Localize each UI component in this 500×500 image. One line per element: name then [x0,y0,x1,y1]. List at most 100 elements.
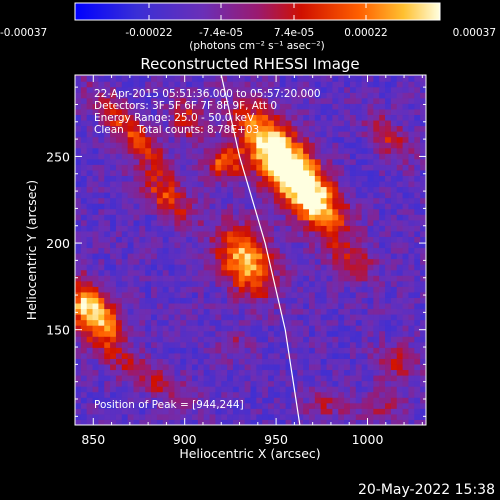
heatmap-cell [268,258,275,265]
heatmap-cell [174,253,181,260]
heatmap-cell [227,369,234,376]
heatmap-cell [414,308,421,315]
heatmap-cell [349,247,357,254]
heatmap-cell [98,242,105,249]
heatmap-cell [139,219,146,226]
heatmap-cell [110,413,117,420]
heatmap-cell [414,103,421,110]
heatmap-cell [92,208,99,215]
heatmap-cell [115,120,123,127]
heatmap-cell [186,114,193,121]
heatmap-cell [192,297,199,304]
heatmap-cell [232,319,240,326]
heatmap-cell [355,297,363,304]
heatmap-cell [367,419,374,425]
heatmap-cell [197,297,205,304]
heatmap-cell [338,147,345,154]
heatmap-cell [250,225,257,232]
heatmap-cell [373,153,380,160]
heatmap-cell [221,120,228,127]
heatmap-cell [273,319,281,326]
heatmap-cell [110,358,117,365]
heatmap-cell [367,253,374,260]
heatmap-cell [80,375,88,382]
heatmap-cell [186,103,193,110]
heatmap-cell [127,75,134,82]
heatmap-cell [209,369,216,376]
heatmap-cell [367,236,374,243]
heatmap-cell [273,236,281,243]
heatmap-cell [162,291,170,298]
heatmap-cell [390,236,398,243]
heatmap-cell [414,364,421,371]
heatmap-cell [291,120,298,127]
heatmap-cell [110,341,117,348]
heatmap-cell [367,75,374,82]
heatmap-cell [151,114,158,121]
heatmap-cell [168,408,175,415]
heatmap-cell [115,136,123,143]
heatmap-cell [197,186,205,193]
heatmap-cell [215,375,222,382]
heatmap-cell [344,125,351,132]
colorbar [74,2,441,21]
heatmap-cell [162,303,170,310]
heatmap-cell [86,197,94,204]
heatmap-cell [279,175,287,182]
heatmap-cell [127,297,134,304]
heatmap-cell [373,125,380,132]
heatmap-cell [115,419,123,425]
heatmap-cell [197,330,205,337]
heatmap-cell [349,308,357,315]
heatmap-cell [92,413,99,420]
heatmap-cell [396,103,404,110]
heatmap-cell [379,402,386,409]
heatmap-cell [414,108,421,116]
heatmap-cell [115,164,123,171]
heatmap-cell [75,197,82,204]
heatmap-cell [139,341,146,348]
heatmap-cell [390,81,398,88]
heatmap-cell [379,175,386,182]
heatmap-cell [402,236,409,243]
heatmap-cell [320,280,328,287]
heatmap-cell [390,169,398,176]
heatmap-cell [402,186,409,193]
heatmap-cell [367,358,374,365]
heatmap-cell [133,253,140,260]
heatmap-cell [250,358,257,365]
heatmap-cell [396,86,404,93]
heatmap-cell [408,297,415,304]
heatmap-cell [227,264,234,271]
heatmap-cell [256,375,263,382]
heatmap-cell [279,303,287,310]
heatmap-cell [121,214,129,221]
heatmap-cell [285,225,292,232]
heatmap-cell [127,319,134,326]
heatmap-cell [86,225,94,232]
heatmap-cell [203,247,211,254]
heatmap-cell [174,186,181,193]
heatmap-cell [192,352,199,359]
heatmap-cell [414,247,421,254]
heatmap-cell [127,225,134,232]
heatmap-cell [256,314,263,321]
heatmap-cell [197,219,205,226]
heatmap-cell [121,297,129,304]
heatmap-cell [349,136,357,143]
heatmap-cell [127,397,134,404]
heatmap-cell [262,164,269,171]
heatmap-cell [361,208,368,215]
heatmap-cell [314,242,322,249]
heatmap-cell [297,236,304,243]
heatmap-cell [80,325,88,332]
heatmap-cell [373,352,380,359]
heatmap-cell [420,397,426,404]
heatmap-cell [98,81,105,88]
heatmap-cell [390,86,398,93]
heatmap-cell [373,330,380,337]
heatmap-cell [162,375,170,382]
heatmap-cell [373,397,380,404]
heatmap-cell [162,369,170,376]
heatmap-cell [332,192,339,199]
